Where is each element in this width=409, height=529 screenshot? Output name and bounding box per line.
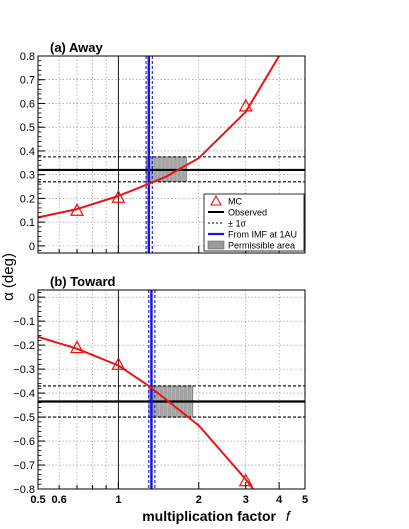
y-tick-label: −0.4 [13, 388, 35, 400]
y-tick-label: 0.6 [20, 98, 35, 110]
y-tick-label: 0 [29, 241, 35, 253]
y-tick-label: 0 [29, 292, 35, 304]
y-tick-label: −0.3 [13, 364, 35, 376]
x-axis-label-text: multiplication factor [142, 508, 276, 524]
y-tick-label: −0.6 [13, 436, 35, 448]
x-tick-label: 3 [243, 494, 249, 506]
mc-point [111, 357, 126, 370]
y-tick-label: 0.8 [20, 51, 35, 63]
mc-fit-curve [38, 56, 280, 219]
x-tick-label: 2 [196, 494, 202, 506]
x-axis-label: multiplication factor f [142, 508, 292, 524]
y-tick-label: 0.2 [20, 193, 35, 205]
legend-label: Observed [228, 208, 267, 218]
mc-point [70, 340, 85, 354]
mc-point [70, 203, 85, 216]
y-tick-label: 0.5 [20, 122, 35, 134]
plot-frame [37, 55, 306, 254]
y-tick-label: −0.7 [13, 460, 35, 472]
y-tick-label: −0.1 [13, 316, 35, 328]
panel-title: (a) Away [50, 40, 104, 55]
x-tick-label: 5 [302, 494, 308, 506]
legend-swatch-area [207, 240, 225, 250]
legend-label: ± 1σ [228, 219, 246, 229]
y-tick-label: −0.5 [13, 412, 35, 424]
y-tick-label: 0.3 [20, 170, 35, 182]
mc-fit-curve [38, 335, 255, 489]
panel-away: 0 0.1 0.2 0.3 0.4 0.5 0.6 0.7 0.8 (a) Away [20, 40, 306, 254]
legend-label: Permissible area [228, 241, 295, 251]
mc-point [238, 98, 253, 112]
y-tick-label: 0.7 [20, 75, 35, 87]
legend-label: From IMF at 1AU [228, 230, 297, 240]
legend-label: MC [228, 197, 242, 207]
y-axis-label: α (deg) [0, 253, 17, 301]
panel-title: (b) Toward [50, 274, 116, 289]
panel-toward: 0 −0.1 −0.2 −0.3 −0.4 −0.5 −0.6 −0.7 −0.8 (b) Tow… [13, 274, 308, 506]
x-tick-label: 4 [276, 494, 283, 506]
x-tick-label: 1 [115, 494, 121, 506]
y-tick-label: 0.4 [20, 146, 35, 158]
x-tick-label: 0.6 [51, 494, 66, 506]
legend-swatch-mc [210, 194, 222, 206]
x-axis-label-var: f [286, 508, 292, 524]
plot-frame [37, 289, 306, 490]
y-tick-label: −0.8 [13, 484, 35, 496]
mc-point [111, 189, 126, 203]
y-tick-label: −0.2 [13, 340, 35, 352]
x-tick-label: 0.5 [30, 494, 45, 506]
y-tick-label: 0.1 [20, 217, 35, 229]
